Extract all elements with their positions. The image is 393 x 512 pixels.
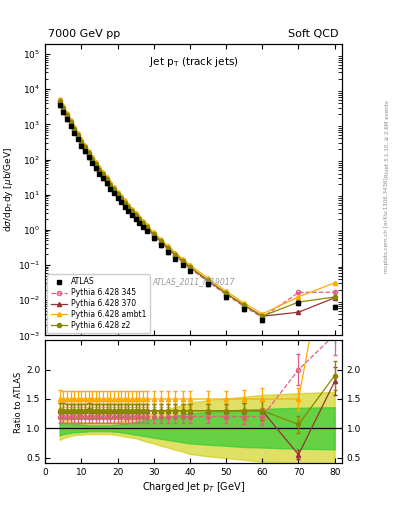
Text: Jet p$_{\rm T}$ (track jets): Jet p$_{\rm T}$ (track jets) [149, 55, 239, 69]
Y-axis label: d$\sigma$/dp$_{\rm T}$dy [$\mu$b/GeV]: d$\sigma$/dp$_{\rm T}$dy [$\mu$b/GeV] [2, 147, 15, 232]
Text: mcplots.cern.ch [arXiv:1306.3436]: mcplots.cern.ch [arXiv:1306.3436] [384, 178, 389, 273]
Legend: ATLAS, Pythia 6.428 345, Pythia 6.428 370, Pythia 6.428 ambt1, Pythia 6.428 z2: ATLAS, Pythia 6.428 345, Pythia 6.428 37… [48, 274, 150, 333]
Text: 7000 GeV pp: 7000 GeV pp [48, 29, 120, 39]
Text: Soft QCD: Soft QCD [288, 29, 339, 39]
Text: ATLAS_2011_I919017: ATLAS_2011_I919017 [152, 277, 235, 286]
Text: Rivet 3.1.10, ≥ 2.6M events: Rivet 3.1.10, ≥ 2.6M events [384, 100, 389, 177]
X-axis label: Charged Jet p$_{T}$ [GeV]: Charged Jet p$_{T}$ [GeV] [142, 480, 245, 494]
Y-axis label: Ratio to ATLAS: Ratio to ATLAS [14, 371, 23, 433]
